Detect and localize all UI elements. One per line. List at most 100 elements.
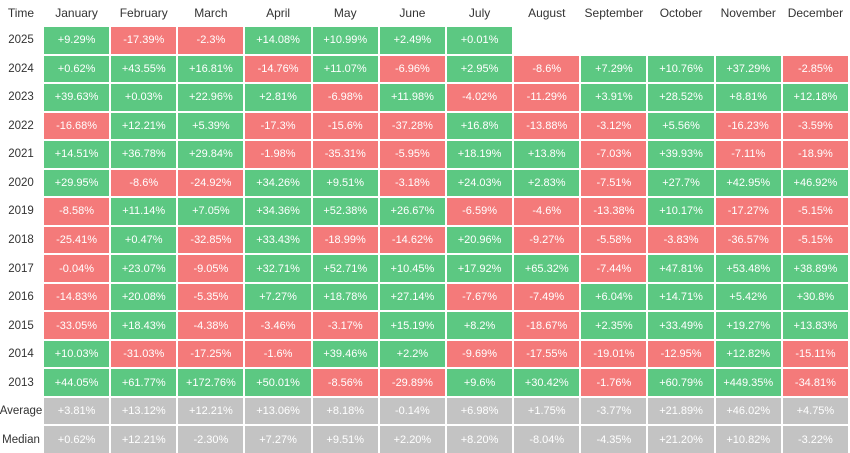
return-cell: -16.68% xyxy=(44,112,110,140)
summary-cell: +46.02% xyxy=(715,397,781,425)
return-cell: -9.27% xyxy=(514,226,580,254)
return-cell: +18.43% xyxy=(111,312,177,339)
row-label: 2017 xyxy=(0,255,42,282)
column-header: December xyxy=(782,0,848,25)
row-label: Median xyxy=(0,426,42,453)
return-cell: +10.17% xyxy=(648,198,714,225)
return-cell: -8.6% xyxy=(514,55,580,83)
return-cell: +9.6% xyxy=(446,369,513,396)
return-cell: +16.8% xyxy=(446,112,513,140)
return-cell: +13.8% xyxy=(514,141,580,168)
return-cell: -25.41% xyxy=(44,226,110,254)
return-cell: +2.49% xyxy=(379,27,445,54)
row-label: 2023 xyxy=(0,84,42,111)
summary-cell: +1.75% xyxy=(514,397,580,425)
return-cell: +12.18% xyxy=(782,84,848,111)
row-label: 2021 xyxy=(0,141,42,168)
return-cell: +42.95% xyxy=(715,169,781,197)
summary-cell: +10.82% xyxy=(715,426,781,453)
return-cell: -13.88% xyxy=(514,112,580,140)
return-cell: +14.51% xyxy=(44,141,110,168)
row-label: 2024 xyxy=(0,55,42,83)
empty-cell xyxy=(581,27,647,54)
return-cell: +46.92% xyxy=(782,169,848,197)
return-cell: +2.95% xyxy=(446,55,513,83)
return-cell: +61.77% xyxy=(111,369,177,396)
return-cell: -16.23% xyxy=(715,112,781,140)
return-cell: +14.08% xyxy=(245,27,311,54)
return-cell: +2.83% xyxy=(514,169,580,197)
return-cell: +7.05% xyxy=(178,198,244,225)
column-header: November xyxy=(715,0,781,25)
return-cell: -7.49% xyxy=(514,283,580,311)
return-cell: -7.11% xyxy=(715,141,781,168)
return-cell: +8.81% xyxy=(715,84,781,111)
column-header: May xyxy=(312,0,378,25)
return-cell: -5.15% xyxy=(782,198,848,225)
return-cell: +15.19% xyxy=(379,312,445,339)
return-cell: +449.35% xyxy=(715,369,781,396)
return-cell: +0.01% xyxy=(446,27,513,54)
return-cell: +30.8% xyxy=(782,283,848,311)
return-cell: -3.18% xyxy=(379,169,445,197)
return-cell: -5.15% xyxy=(782,226,848,254)
column-header: September xyxy=(581,0,647,25)
return-cell: -17.3% xyxy=(245,112,311,140)
summary-cell: +21.20% xyxy=(648,426,714,453)
column-header: January xyxy=(44,0,110,25)
return-cell: -5.58% xyxy=(581,226,647,254)
column-header: April xyxy=(245,0,311,25)
return-cell: +2.81% xyxy=(245,84,311,111)
return-cell: -0.04% xyxy=(44,255,110,282)
return-cell: +11.07% xyxy=(312,55,378,83)
return-cell: -31.03% xyxy=(111,340,177,368)
return-cell: -11.29% xyxy=(514,84,580,111)
summary-cell: +3.81% xyxy=(44,397,110,425)
return-cell: -8.58% xyxy=(44,198,110,225)
return-cell: +17.92% xyxy=(446,255,513,282)
return-cell: -2.85% xyxy=(782,55,848,83)
return-cell: +33.49% xyxy=(648,312,714,339)
return-cell: +10.99% xyxy=(312,27,378,54)
summary-cell: -3.77% xyxy=(581,397,647,425)
empty-cell xyxy=(782,27,848,54)
return-cell: +38.89% xyxy=(782,255,848,282)
return-cell: -9.69% xyxy=(446,340,513,368)
summary-cell: -2.30% xyxy=(178,426,244,453)
return-cell: -3.59% xyxy=(782,112,848,140)
return-cell: +2.2% xyxy=(379,340,445,368)
return-cell: -37.28% xyxy=(379,112,445,140)
summary-cell: +21.89% xyxy=(648,397,714,425)
return-cell: -4.6% xyxy=(514,198,580,225)
summary-cell: +7.27% xyxy=(245,426,311,453)
return-cell: -1.98% xyxy=(245,141,311,168)
row-label: 2014 xyxy=(0,340,42,368)
return-cell: +20.96% xyxy=(446,226,513,254)
return-cell: +27.7% xyxy=(648,169,714,197)
return-cell: -17.39% xyxy=(111,27,177,54)
row-label: 2015 xyxy=(0,312,42,339)
return-cell: +60.79% xyxy=(648,369,714,396)
summary-cell: +2.20% xyxy=(379,426,445,453)
return-cell: -1.76% xyxy=(581,369,647,396)
return-cell: +29.84% xyxy=(178,141,244,168)
return-cell: +52.38% xyxy=(312,198,378,225)
return-cell: +34.26% xyxy=(245,169,311,197)
return-cell: -6.59% xyxy=(446,198,513,225)
return-cell: +36.78% xyxy=(111,141,177,168)
summary-cell: +0.62% xyxy=(44,426,110,453)
return-cell: +7.27% xyxy=(245,283,311,311)
empty-cell xyxy=(715,27,781,54)
column-header: October xyxy=(648,0,714,25)
return-cell: -32.85% xyxy=(178,226,244,254)
return-cell: +47.81% xyxy=(648,255,714,282)
return-cell: -14.62% xyxy=(379,226,445,254)
return-cell: -33.05% xyxy=(44,312,110,339)
return-cell: +0.47% xyxy=(111,226,177,254)
return-cell: -12.95% xyxy=(648,340,714,368)
return-cell: +24.03% xyxy=(446,169,513,197)
summary-cell: -0.14% xyxy=(379,397,445,425)
return-cell: -13.38% xyxy=(581,198,647,225)
